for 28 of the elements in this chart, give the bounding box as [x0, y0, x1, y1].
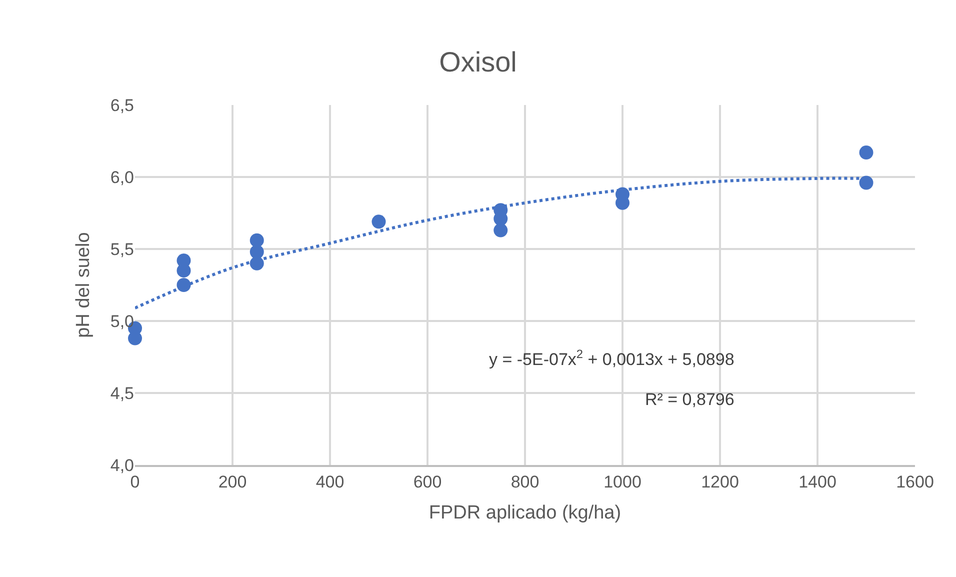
point [494, 223, 508, 238]
y-tick-label: 5,5 [110, 240, 134, 259]
x-tick-label: 200 [218, 472, 247, 492]
y-axis-title: pH del suelo [73, 232, 94, 338]
point [859, 176, 874, 190]
annotation: R² = 0,8796 [645, 390, 734, 409]
x-tick-label: 400 [316, 472, 344, 492]
x-tick-label: 1200 [701, 472, 739, 492]
x-tick-label: 1600 [896, 472, 934, 492]
x-tick-label: 1400 [798, 472, 836, 492]
y-tick-label: 4,5 [110, 384, 134, 403]
x-tick-label: 600 [413, 472, 442, 492]
point [372, 214, 386, 229]
x-tick-label: 0 [130, 472, 140, 492]
x-tick-label: 1000 [604, 472, 642, 492]
chart-title: Oxisol [439, 46, 517, 78]
x-tick-label: 800 [510, 472, 540, 492]
point [128, 331, 142, 346]
x-axis-title: FPDR aplicado (kg/ha) [428, 502, 622, 524]
point [250, 233, 264, 248]
y-tick-label: 6,5 [110, 96, 134, 115]
annotation: y = -5E-07x$^{2}$ + 0,0013x + 5,0898 [489, 347, 734, 370]
point [250, 244, 264, 259]
y-tick-label: 5,0 [110, 312, 134, 331]
y-tick-label: 4,0 [110, 456, 134, 475]
point [859, 146, 874, 160]
point [176, 264, 191, 278]
y-tick-label: 6,0 [110, 168, 134, 187]
